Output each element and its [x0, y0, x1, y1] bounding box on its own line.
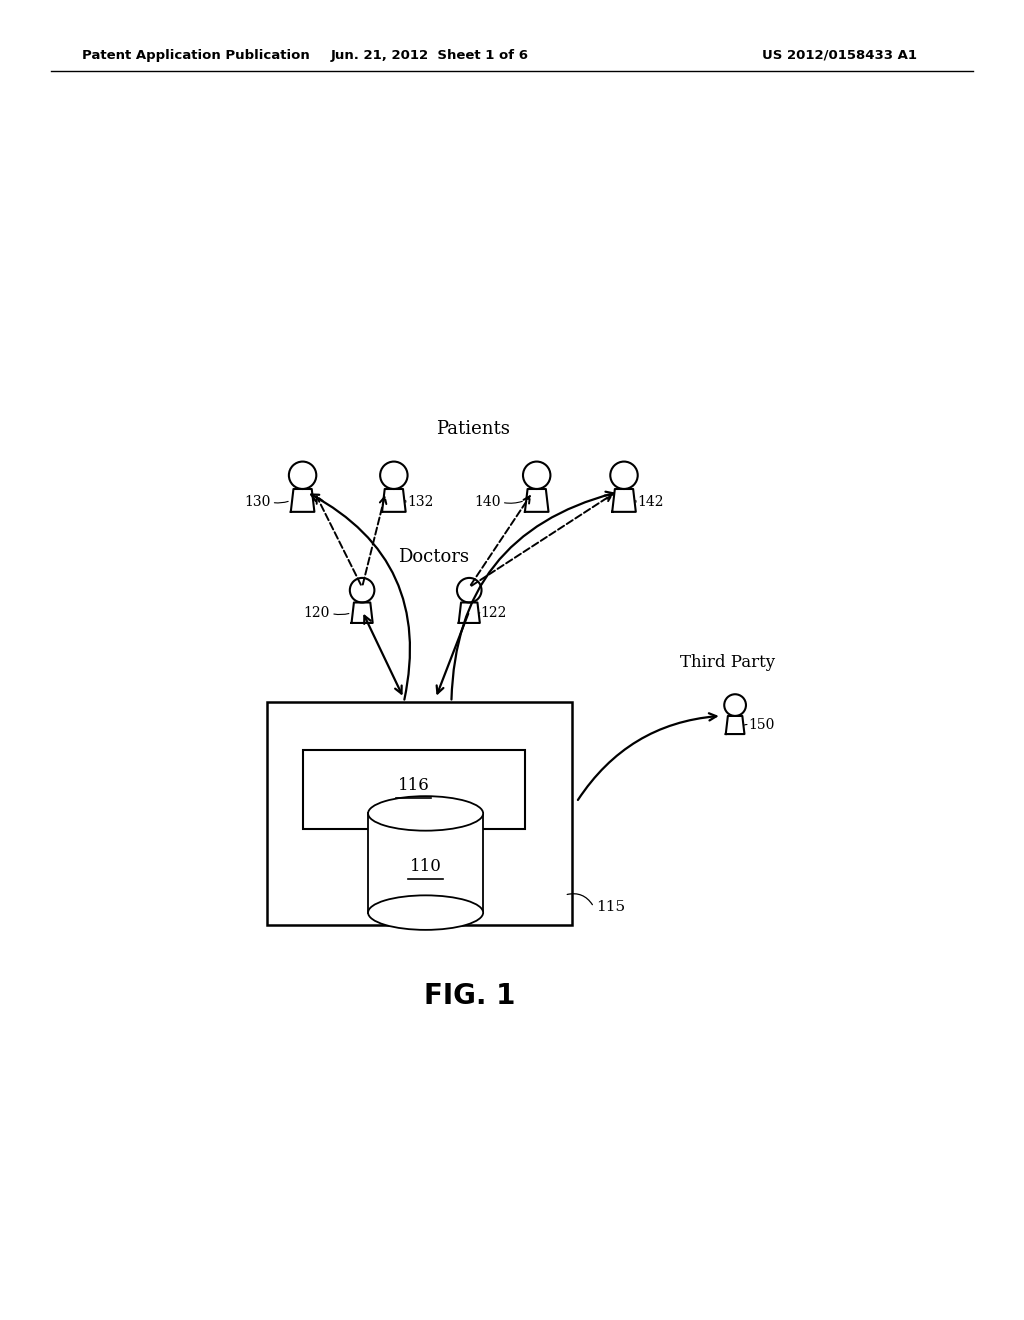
Text: 142: 142 [637, 495, 664, 510]
Bar [267, 702, 572, 924]
Text: Patients: Patients [436, 420, 510, 437]
Text: Doctors: Doctors [398, 548, 469, 566]
Text: 130: 130 [244, 495, 270, 510]
Bar [303, 750, 524, 829]
Text: Third Party: Third Party [680, 655, 775, 671]
Text: Patent Application Publication: Patent Application Publication [82, 49, 309, 62]
Text: 116: 116 [397, 777, 430, 795]
Text: 132: 132 [407, 495, 433, 510]
Text: US 2012/0158433 A1: US 2012/0158433 A1 [762, 49, 918, 62]
Text: 122: 122 [480, 606, 506, 620]
Bar [368, 813, 483, 912]
Text: 140: 140 [474, 495, 501, 510]
Text: Jun. 21, 2012  Sheet 1 of 6: Jun. 21, 2012 Sheet 1 of 6 [331, 49, 529, 62]
Text: 110: 110 [410, 858, 441, 875]
Ellipse shape [368, 895, 483, 929]
Ellipse shape [368, 796, 483, 830]
Text: 115: 115 [596, 900, 626, 913]
Text: 120: 120 [304, 606, 330, 620]
Text: 150: 150 [749, 718, 774, 731]
Text: FIG. 1: FIG. 1 [424, 982, 515, 1010]
